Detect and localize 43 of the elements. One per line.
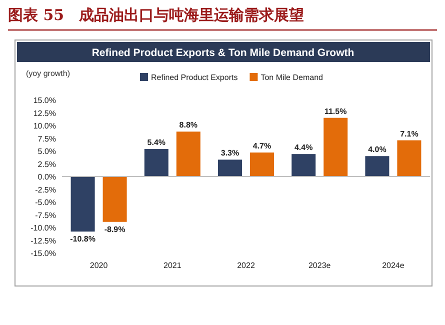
y-tick-label: 7.5% — [38, 134, 56, 144]
bar — [397, 140, 422, 176]
y-axis-title: (yoy growth) — [26, 69, 70, 78]
y-tick-label: -7.5% — [35, 210, 56, 220]
bar — [176, 132, 200, 176]
legend-label: Ton Mile Demand — [260, 73, 323, 82]
x-tick-label: 2024e — [382, 261, 405, 270]
data-label: 11.5% — [324, 106, 347, 116]
bar — [144, 148, 168, 176]
x-tick-label: 2023e — [308, 261, 332, 270]
y-tick-label: -12.5% — [30, 236, 56, 246]
data-label: 4.7% — [252, 142, 272, 151]
data-label: 3.3% — [220, 148, 240, 158]
y-tick-label: 5.0% — [38, 147, 56, 156]
x-tick-label: 2022 — [237, 261, 256, 270]
y-tick-label: -15.0% — [30, 249, 56, 258]
y-tick-label: 12.5% — [33, 108, 56, 118]
data-label: 5.4% — [147, 138, 166, 147]
data-label: 8.8% — [179, 120, 198, 130]
legend-label: Refined Product Exports — [151, 73, 238, 82]
bar — [250, 152, 274, 176]
y-tick-label: -2.5% — [35, 185, 56, 194]
chart-subtitle: Refined Product Exports & Ton Mile Demand Growth — [92, 47, 354, 59]
y-tick-label: -10.0% — [30, 224, 56, 232]
data-label: -8.9% — [104, 224, 126, 234]
x-tick-label: 2020 — [90, 261, 108, 270]
data-label: 4.4% — [294, 143, 313, 152]
bar — [324, 118, 348, 176]
data-label: -10.8% — [70, 234, 96, 244]
y-tick-label: 2.5% — [38, 160, 56, 169]
y-tick-label: 15.0% — [33, 96, 56, 105]
data-label: 7.1% — [400, 129, 418, 138]
bar — [70, 176, 95, 232]
x-tick-label: 2021 — [164, 261, 182, 270]
y-tick-label: -5.0% — [35, 198, 56, 207]
bar — [102, 176, 127, 222]
y-tick-label: 10.0% — [33, 122, 56, 130]
data-label: 4.0% — [368, 145, 386, 154]
bar — [218, 160, 242, 176]
bar — [292, 154, 316, 176]
chart-title: 图表 55 成品油出口与吨海里运输需求展望 — [8, 6, 304, 24]
bar — [365, 156, 390, 176]
y-tick-label: 0.0% — [38, 172, 56, 182]
